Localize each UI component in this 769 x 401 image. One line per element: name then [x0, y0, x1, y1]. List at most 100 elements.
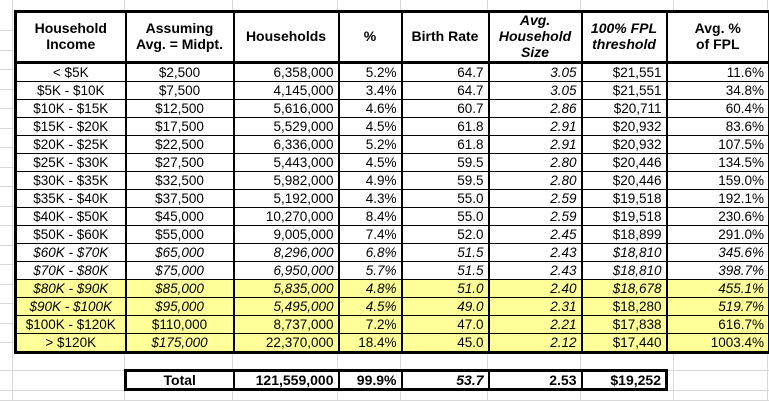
cell-r4-c6[interactable]: 2.91 [487, 117, 583, 136]
cell-r6-c1[interactable]: $25K - $30K [14, 153, 127, 172]
total-label[interactable]: Total [124, 369, 235, 391]
cell-r10-c1[interactable]: $50K - $60K [14, 225, 127, 244]
cell-r13-c1[interactable]: $80K - $90K [14, 279, 127, 298]
cell-r6-c4[interactable]: 4.5% [337, 153, 403, 172]
cell-r5-c7[interactable]: $20,932 [580, 135, 668, 154]
cell-r1-c8[interactable]: 11.6% [665, 62, 769, 82]
cell-r6-c5[interactable]: 59.5 [400, 153, 490, 172]
cell-r13-c7[interactable]: $18,678 [580, 279, 668, 298]
cell-r12-c2[interactable]: $75,000 [124, 261, 235, 280]
cell-r11-c6[interactable]: 2.43 [487, 243, 583, 262]
cell-r8-c1[interactable]: $35K - $40K [14, 189, 127, 208]
cell-r3-c5[interactable]: 60.7 [400, 99, 490, 118]
cell-r9-c6[interactable]: 2.59 [487, 207, 583, 226]
cell-r11-c2[interactable]: $65,000 [124, 243, 235, 262]
cell-r4-c1[interactable]: $15K - $20K [14, 117, 127, 136]
column-header-households[interactable]: Households [232, 11, 340, 64]
cell-r5-c3[interactable]: 6,336,000 [232, 135, 340, 154]
cell-r12-c4[interactable]: 5.7% [337, 261, 403, 280]
cell-r8-c7[interactable]: $19,518 [580, 189, 668, 208]
total-cell-c2[interactable]: 99.9% [337, 369, 403, 391]
cell-r9-c1[interactable]: $40K - $50K [14, 207, 127, 226]
column-header-fpl-threshold[interactable]: 100% FPL threshold [580, 11, 668, 64]
cell-r7-c1[interactable]: $30K - $35K [14, 171, 127, 190]
cell-r10-c2[interactable]: $55,000 [124, 225, 235, 244]
cell-r12-c3[interactable]: 6,950,000 [232, 261, 340, 280]
cell-r11-c5[interactable]: 51.5 [400, 243, 490, 262]
cell-r4-c3[interactable]: 5,529,000 [232, 117, 340, 136]
cell-r10-c8[interactable]: 291.0% [665, 225, 769, 244]
cell-r5-c8[interactable]: 107.5% [665, 135, 769, 154]
cell-r4-c2[interactable]: $17,500 [124, 117, 235, 136]
total-cell-c3[interactable]: 53.7 [400, 369, 490, 391]
cell-r2-c6[interactable]: 3.05 [487, 81, 583, 100]
cell-r15-c3[interactable]: 8,737,000 [232, 315, 340, 334]
cell-r11-c1[interactable]: $60K - $70K [14, 243, 127, 262]
cell-r6-c7[interactable]: $20,446 [580, 153, 668, 172]
cell-r13-c2[interactable]: $85,000 [124, 279, 235, 298]
cell-r2-c1[interactable]: $5K - $10K [14, 81, 127, 100]
cell-r6-c3[interactable]: 5,443,000 [232, 153, 340, 172]
cell-r15-c8[interactable]: 616.7% [665, 315, 769, 334]
cell-r14-c1[interactable]: $90K - $100K [14, 297, 127, 316]
cell-r8-c3[interactable]: 5,192,000 [232, 189, 340, 208]
cell-r12-c8[interactable]: 398.7% [665, 261, 769, 280]
cell-r4-c8[interactable]: 83.6% [665, 117, 769, 136]
cell-r12-c7[interactable]: $18,810 [580, 261, 668, 280]
cell-r11-c4[interactable]: 6.8% [337, 243, 403, 262]
cell-r13-c8[interactable]: 455.1% [665, 279, 769, 298]
cell-r16-c8[interactable]: 1003.4% [665, 333, 769, 353]
cell-r3-c1[interactable]: $10K - $15K [14, 99, 127, 118]
cell-r13-c3[interactable]: 5,835,000 [232, 279, 340, 298]
cell-r7-c5[interactable]: 59.5 [400, 171, 490, 190]
cell-r10-c3[interactable]: 9,005,000 [232, 225, 340, 244]
cell-r3-c2[interactable]: $12,500 [124, 99, 235, 118]
column-header-avg-pct-of-fpl[interactable]: Avg. % of FPL [665, 11, 769, 64]
cell-r7-c6[interactable]: 2.80 [487, 171, 583, 190]
cell-r13-c5[interactable]: 51.0 [400, 279, 490, 298]
cell-r16-c4[interactable]: 18.4% [337, 333, 403, 353]
cell-r5-c6[interactable]: 2.91 [487, 135, 583, 154]
cell-r14-c8[interactable]: 519.7% [665, 297, 769, 316]
cell-r6-c2[interactable]: $27,500 [124, 153, 235, 172]
cell-r15-c6[interactable]: 2.21 [487, 315, 583, 334]
cell-r10-c5[interactable]: 52.0 [400, 225, 490, 244]
cell-r14-c2[interactable]: $95,000 [124, 297, 235, 316]
cell-r15-c4[interactable]: 7.2% [337, 315, 403, 334]
cell-r3-c3[interactable]: 5,616,000 [232, 99, 340, 118]
cell-r1-c4[interactable]: 5.2% [337, 62, 403, 82]
cell-r5-c1[interactable]: $20K - $25K [14, 135, 127, 154]
cell-r5-c5[interactable]: 61.8 [400, 135, 490, 154]
cell-r14-c6[interactable]: 2.31 [487, 297, 583, 316]
cell-r3-c8[interactable]: 60.4% [665, 99, 769, 118]
cell-r14-c4[interactable]: 4.5% [337, 297, 403, 316]
cell-r1-c1[interactable]: < $5K [14, 62, 127, 82]
cell-r15-c7[interactable]: $17,838 [580, 315, 668, 334]
cell-r16-c7[interactable]: $17,440 [580, 333, 668, 353]
cell-r7-c8[interactable]: 159.0% [665, 171, 769, 190]
cell-r13-c6[interactable]: 2.40 [487, 279, 583, 298]
cell-r4-c5[interactable]: 61.8 [400, 117, 490, 136]
column-header-assuming-midpoint[interactable]: Assuming Avg. = Midpt. [124, 11, 235, 64]
cell-r8-c8[interactable]: 192.1% [665, 189, 769, 208]
cell-r8-c6[interactable]: 2.59 [487, 189, 583, 208]
cell-r4-c4[interactable]: 4.5% [337, 117, 403, 136]
column-header-birth-rate[interactable]: Birth Rate [400, 11, 490, 64]
column-header-household-income[interactable]: Household Income [14, 11, 127, 64]
cell-r14-c5[interactable]: 49.0 [400, 297, 490, 316]
cell-r2-c4[interactable]: 3.4% [337, 81, 403, 100]
column-header-avg-household-size[interactable]: Avg. Household Size [487, 11, 583, 64]
cell-r15-c2[interactable]: $110,000 [124, 315, 235, 334]
cell-r3-c6[interactable]: 2.86 [487, 99, 583, 118]
total-cell-c5[interactable]: $19,252 [580, 369, 668, 391]
cell-r7-c2[interactable]: $32,500 [124, 171, 235, 190]
cell-r3-c7[interactable]: $20,711 [580, 99, 668, 118]
cell-r16-c5[interactable]: 45.0 [400, 333, 490, 353]
cell-r4-c7[interactable]: $20,932 [580, 117, 668, 136]
cell-r2-c2[interactable]: $7,500 [124, 81, 235, 100]
total-cell-c4[interactable]: 2.53 [487, 369, 583, 391]
cell-r12-c5[interactable]: 51.5 [400, 261, 490, 280]
cell-r2-c7[interactable]: $21,551 [580, 81, 668, 100]
cell-r3-c4[interactable]: 4.6% [337, 99, 403, 118]
cell-r1-c5[interactable]: 64.7 [400, 62, 490, 82]
